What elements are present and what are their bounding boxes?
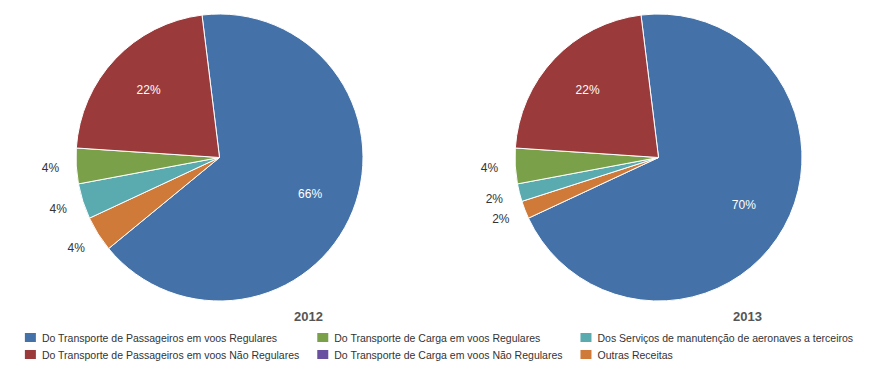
data-label: 4% <box>50 202 68 216</box>
slice <box>76 15 219 157</box>
slice <box>515 15 658 157</box>
legend-label: Do Transporte de Passageiros em voos Não… <box>42 349 299 361</box>
data-label: 2% <box>486 192 504 206</box>
legend-swatch <box>25 333 36 342</box>
legend-label: Outras Receitas <box>597 349 672 361</box>
pie: 66% 4% 4% 4% 22% 2012 <box>42 14 363 324</box>
legend-entry: Outras Receitas <box>580 349 672 361</box>
data-label: 4% <box>42 161 60 175</box>
legend-label: Dos Serviços de manutenção de aeronaves … <box>597 332 853 344</box>
legend-entry: Dos Serviços de manutenção de aeronaves … <box>580 332 853 344</box>
legend: Do Transporte de Passageiros em voos Reg… <box>25 332 853 361</box>
pie-title: 2012 <box>294 309 323 324</box>
legend-swatch <box>317 350 328 359</box>
data-label: 22% <box>137 83 161 97</box>
data-label: 22% <box>576 83 600 97</box>
legend-label: Do Transporte de Carga em voos Não Regul… <box>334 349 562 361</box>
pie-title: 2013 <box>733 309 762 324</box>
data-labels: 66% 4% 4% 4% 22% <box>42 83 323 254</box>
legend-entry: Do Transporte de Carga em voos Não Regul… <box>317 349 562 361</box>
data-label: 4% <box>68 241 86 255</box>
slices <box>515 14 802 301</box>
legend-swatch <box>580 333 591 342</box>
data-label: 2% <box>492 212 510 226</box>
legend-entry: Do Transporte de Passageiros em voos Não… <box>25 349 299 361</box>
legend-swatch <box>317 333 328 342</box>
pie: 70% 2% 2% 4% 22% 2013 <box>481 14 802 324</box>
legend-swatch <box>25 350 36 359</box>
legend-label: Do Transporte de Carga em voos Regulares <box>334 332 540 344</box>
slices <box>76 14 363 301</box>
legend-label: Do Transporte de Passageiros em voos Reg… <box>42 332 277 344</box>
legend-entry: Do Transporte de Carga em voos Regulares <box>317 332 540 344</box>
data-label: 66% <box>298 187 322 201</box>
data-labels: 70% 2% 2% 4% 22% <box>481 83 756 226</box>
legend-swatch <box>580 350 591 359</box>
legend-entry: Do Transporte de Passageiros em voos Reg… <box>25 332 277 344</box>
data-label: 4% <box>481 161 499 175</box>
data-label: 70% <box>732 198 756 212</box>
chart-root: Do Transporte de Passageiros em voos Reg… <box>0 0 878 375</box>
